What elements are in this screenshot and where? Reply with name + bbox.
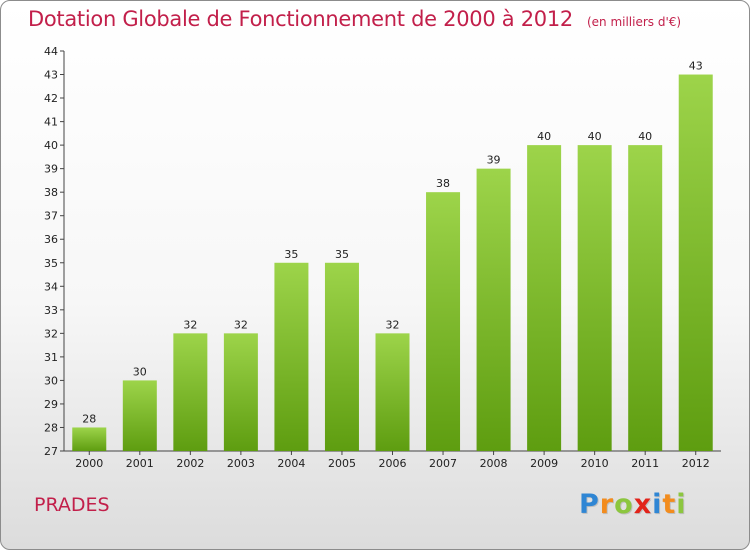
logo-letter: x xyxy=(633,489,653,520)
x-tick-label: 2003 xyxy=(227,457,255,470)
bar-value-label: 32 xyxy=(386,318,400,331)
chart-title-text: Dotation Globale de Fonctionnement de 20… xyxy=(28,7,573,31)
chart-unit: (en milliers d'€) xyxy=(586,15,682,29)
x-tick-label: 2002 xyxy=(176,457,204,470)
y-tick-label: 38 xyxy=(44,186,58,199)
bar xyxy=(375,333,410,451)
y-tick-label: 41 xyxy=(44,116,58,129)
y-tick-label: 36 xyxy=(44,233,58,246)
proxiti-logo[interactable]: Proxiti xyxy=(579,489,687,520)
bar-value-label: 32 xyxy=(234,318,248,331)
bar xyxy=(274,262,309,451)
y-tick-label: 33 xyxy=(44,304,58,317)
bar xyxy=(678,74,713,451)
bar-value-label: 30 xyxy=(133,365,147,378)
bar-value-label: 38 xyxy=(436,177,450,190)
bar-value-label: 35 xyxy=(335,248,349,261)
x-tick-label: 2008 xyxy=(480,457,508,470)
bar xyxy=(426,192,461,452)
bar xyxy=(628,145,663,451)
bar xyxy=(577,145,612,451)
x-tick-label: 2009 xyxy=(530,457,558,470)
bar-value-label: 28 xyxy=(82,412,96,425)
bar-value-label: 40 xyxy=(588,130,602,143)
commune-name: PRADES xyxy=(34,494,110,516)
x-tick-label: 2000 xyxy=(75,457,103,470)
bar-value-label: 43 xyxy=(689,60,703,73)
y-tick-label: 39 xyxy=(44,163,58,176)
x-tick-label: 2004 xyxy=(277,457,305,470)
y-tick-label: 35 xyxy=(44,257,58,270)
bar xyxy=(122,380,157,451)
x-tick-label: 2012 xyxy=(682,457,710,470)
y-tick-label: 44 xyxy=(44,45,58,58)
y-tick-label: 31 xyxy=(44,351,58,364)
x-tick-label: 2007 xyxy=(429,457,457,470)
bar-value-label: 40 xyxy=(537,130,551,143)
y-tick-label: 32 xyxy=(44,327,58,340)
bar xyxy=(476,168,511,451)
y-tick-label: 42 xyxy=(44,92,58,105)
x-tick-label: 2006 xyxy=(379,457,407,470)
logo-letter: i xyxy=(652,489,663,520)
x-tick-label: 2005 xyxy=(328,457,356,470)
logo-letter: o xyxy=(614,489,634,520)
y-tick-label: 43 xyxy=(44,69,58,82)
bar xyxy=(223,333,258,451)
bar xyxy=(324,262,359,451)
logo-letter: i xyxy=(676,489,687,520)
y-tick-label: 37 xyxy=(44,210,58,223)
bar-value-label: 39 xyxy=(487,154,501,167)
chart-bars xyxy=(72,74,713,452)
bar-value-label: 32 xyxy=(183,318,197,331)
chart-axes: 27 28 29 30 31 32 33 34 35 36 37 38 39 40 41 42 43 44 2000… xyxy=(44,45,721,470)
y-tick-label: 27 xyxy=(44,445,58,458)
logo-letter: r xyxy=(599,489,615,520)
y-tick-label: 34 xyxy=(44,280,58,293)
logo-letter: P xyxy=(579,489,600,520)
bar xyxy=(72,427,107,451)
chart-title: Dotation Globale de Fonctionnement de 20… xyxy=(28,7,681,31)
y-tick-label: 40 xyxy=(44,139,58,152)
logo-letter: t xyxy=(662,489,677,520)
x-tick-label: 2011 xyxy=(631,457,659,470)
y-tick-label: 28 xyxy=(44,421,58,434)
x-tick-label: 2001 xyxy=(126,457,154,470)
bar xyxy=(527,145,562,451)
bar-value-label: 35 xyxy=(284,248,298,261)
y-tick-label: 29 xyxy=(44,398,58,411)
bar xyxy=(173,333,208,451)
y-tick-label: 30 xyxy=(44,374,58,387)
x-tick-label: 2010 xyxy=(581,457,609,470)
bar-value-label: 40 xyxy=(638,130,652,143)
chart-data-labels: 28 30 32 32 35 35 32 38 39 40 40 40 43 xyxy=(82,60,702,426)
